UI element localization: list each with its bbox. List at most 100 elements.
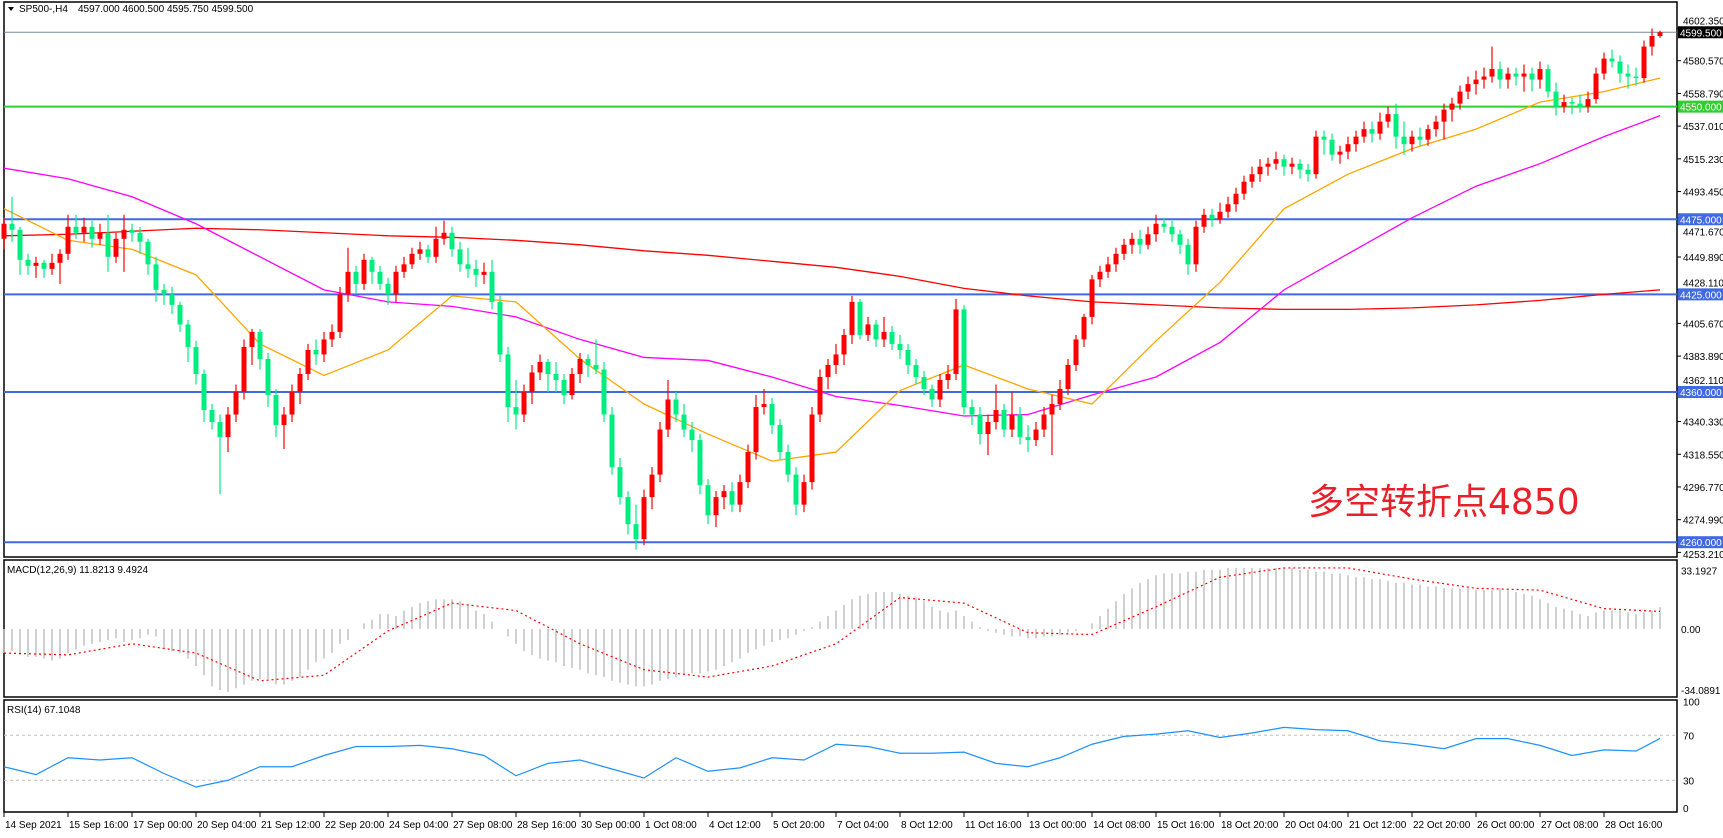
candle-body [1401,136,1407,145]
candle-body [1137,238,1143,245]
candle [1409,130,1415,152]
candle [961,304,967,415]
candle-body [1289,163,1295,167]
candle-body [513,407,519,415]
candle [1577,94,1583,113]
ma-mid-magenta-line [3,115,1661,417]
time-tick-label: 22 Oct 20:00 [1413,820,1471,831]
dropdown-triangle-icon[interactable] [8,7,14,11]
candle-body [1161,223,1167,227]
rsi-axis-label: 30 [1683,776,1695,787]
candle-body [201,373,207,411]
time-tick-label: 5 Oct 20:00 [773,820,825,831]
candle-body [1193,226,1199,265]
candle [417,241,423,260]
candle [825,358,831,389]
candle-body [361,259,367,284]
candle [433,226,439,263]
candle [41,259,47,278]
candle [1033,422,1039,447]
level-price-label: 4550.000 [1680,103,1722,114]
candle-body [297,373,303,392]
candle-body [801,482,807,505]
candle [1081,313,1087,347]
candle-body [881,331,887,340]
price-tick-label: 4537.010 [1683,122,1723,133]
price-tick-label: 4493.450 [1683,188,1723,199]
candle-body [153,264,159,290]
candle-body [1105,264,1111,272]
candle [1105,256,1111,278]
candle [561,373,567,405]
candle [321,331,327,362]
macd-title: MACD(12,26,9) 11.8213 9.4924 [7,565,148,576]
rsi-axis-label: 100 [1683,698,1700,709]
candle-body [1497,69,1503,80]
candle [449,226,455,257]
candle [1585,91,1591,113]
candle-body [1177,234,1183,245]
candle-body [377,271,383,284]
candle-body [1017,414,1023,438]
candle [1545,64,1551,98]
candle [49,253,55,275]
candle-body [1529,73,1535,80]
candle-body [425,249,431,257]
time-tick-label: 24 Sep 04:00 [389,820,449,831]
price-tick-label: 4449.890 [1683,253,1723,264]
macd-axis-label: -34.0891 [1681,686,1721,697]
candle [529,364,535,405]
price-tick-label: 4515.230 [1683,155,1723,166]
candle-body [1249,174,1255,182]
candle-body [49,262,55,269]
candle-body [1585,99,1591,107]
candle [209,404,215,430]
candle-body [1409,136,1415,145]
candle [337,286,343,338]
candle [345,247,351,302]
candle-body [961,309,967,408]
candle-body [977,414,983,435]
time-tick-label: 20 Oct 04:00 [1285,820,1343,831]
candle-body [921,376,927,389]
candle-body [1273,159,1279,164]
level-price-tag [1678,213,1723,226]
candle [257,328,263,370]
candle [753,395,759,460]
candle [1,217,7,250]
candle [9,196,15,242]
candle [673,391,679,423]
level-price-label: 4425.000 [1680,290,1722,301]
time-tick-label: 7 Oct 04:00 [837,820,889,831]
candle [777,419,783,460]
candle-body [265,358,271,396]
candle-body [1513,73,1519,77]
candle-body [73,226,79,233]
candle-body [785,452,791,475]
candle-body [641,497,647,540]
candle-body [849,301,855,335]
candle [265,352,271,408]
candle [489,259,495,310]
candle-body [9,223,15,230]
price-tick-label: 4558.790 [1683,89,1723,100]
time-tick-label: 27 Oct 08:00 [1541,820,1599,831]
candle [649,467,655,510]
candle [1017,407,1023,445]
time-tick-label: 21 Oct 12:00 [1349,820,1407,831]
candle-body [169,294,175,305]
candle-body [1633,76,1639,79]
candle [873,319,879,347]
macd-panel-frame [3,559,1678,698]
candle [929,384,935,408]
time-tick-label: 22 Sep 20:00 [325,820,385,831]
candle [1025,425,1031,453]
candle [217,414,223,495]
candle-body [1473,79,1479,85]
candle [249,328,255,365]
rsi-line [3,726,1661,788]
candle-body [705,485,711,516]
time-tick-label: 8 Oct 12:00 [901,820,953,831]
candle-body [1425,129,1431,140]
